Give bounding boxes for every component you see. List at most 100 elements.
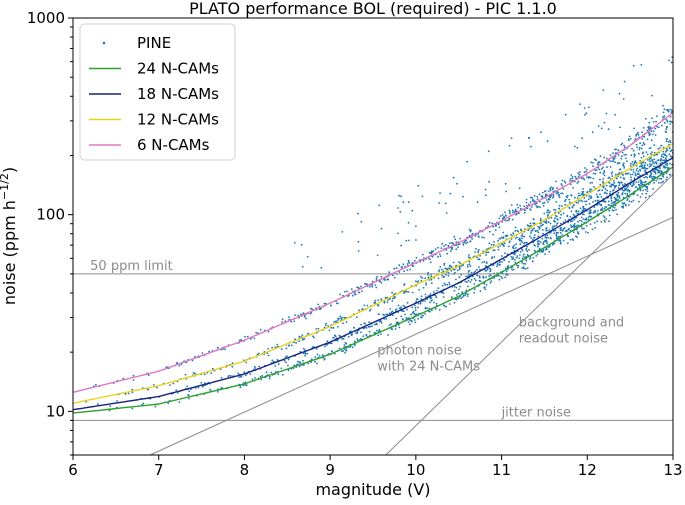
scatter-outlier (407, 201, 410, 204)
scatter-outlier (320, 266, 323, 269)
scatter-point (507, 265, 510, 267)
scatter-point (617, 149, 620, 152)
scatter-point (560, 226, 562, 229)
scatter-point (529, 222, 532, 225)
scatter-point (492, 243, 495, 246)
scatter-point (627, 204, 630, 206)
scatter-point (374, 302, 377, 304)
scatter-point (542, 223, 544, 226)
scatter-point (389, 298, 391, 300)
scatter-point (668, 153, 671, 156)
scatter-point (503, 245, 505, 248)
scatter-point (167, 402, 170, 405)
scatter-point (345, 349, 347, 352)
scatter-point (656, 115, 658, 117)
scatter-point (666, 162, 669, 165)
scatter-point (216, 346, 219, 349)
scatter-point (376, 275, 378, 278)
scatter-point (386, 313, 389, 316)
scatter-point (521, 248, 523, 251)
scatter-point (420, 316, 423, 319)
scatter-point (624, 173, 627, 175)
scatter-point (603, 171, 606, 174)
scatter-point (557, 239, 560, 242)
scatter-outlier (605, 112, 608, 115)
x-tick-label: 10 (406, 461, 425, 479)
scatter-point (648, 121, 651, 124)
scatter-point (535, 205, 538, 207)
scatter-point (664, 151, 667, 153)
scatter-point (429, 258, 431, 261)
scatter-point (572, 239, 574, 242)
scatter-point (318, 354, 321, 357)
scatter-point (437, 277, 440, 280)
scatter-point (629, 137, 632, 140)
scatter-point (430, 278, 433, 281)
scatter-point (389, 308, 392, 310)
scatter-point (555, 237, 558, 240)
scatter-point (666, 176, 668, 179)
scatter-point (589, 182, 592, 184)
scatter-point (536, 229, 539, 232)
scatter-point (402, 304, 405, 307)
scatter-point (457, 243, 460, 246)
scatter-point (572, 231, 575, 234)
scatter-point (665, 155, 668, 157)
scatter-point (405, 316, 408, 319)
scatter-outlier (397, 232, 399, 235)
scatter-point (466, 295, 469, 297)
scatter-point (587, 216, 590, 218)
scatter-point (360, 323, 362, 326)
scatter-point (437, 246, 439, 249)
scatter-point (560, 222, 562, 225)
scatter-point (577, 202, 579, 204)
scatter-point (517, 266, 519, 269)
scatter-point (536, 195, 539, 198)
scatter-point (407, 291, 410, 293)
scatter-point (574, 175, 576, 178)
scatter-point (561, 234, 563, 236)
scatter-point (324, 345, 326, 348)
scatter-point (529, 201, 532, 204)
photon-noise-label: photon noise with 24 N-CAMs (377, 343, 480, 374)
scatter-point (434, 248, 437, 251)
scatter-point (429, 293, 432, 295)
scatter-point (418, 288, 420, 291)
scatter-point (559, 231, 562, 234)
scatter-point (546, 234, 549, 237)
scatter-point (467, 285, 469, 288)
scatter-point (208, 350, 211, 353)
scatter-point (528, 249, 530, 251)
scatter-point (441, 268, 443, 271)
scatter-point (589, 197, 592, 199)
scatter-point (231, 362, 234, 364)
scatter-point (552, 196, 554, 199)
scatter-point (539, 222, 542, 225)
scatter-point (458, 268, 461, 271)
scatter-point (610, 199, 613, 202)
scatter-point (377, 304, 380, 307)
scatter-point (570, 226, 573, 228)
scatter-point (626, 160, 628, 163)
scatter-point (478, 258, 481, 261)
scatter-point (585, 218, 588, 221)
legend-label: 6 N-CAMs (137, 136, 210, 154)
scatter-point (406, 301, 409, 304)
scatter-point (303, 364, 305, 366)
scatter-point (606, 192, 608, 195)
scatter-point (323, 302, 326, 305)
scatter-point (493, 249, 496, 252)
scatter-point (350, 288, 353, 290)
scatter-point (592, 165, 594, 168)
scatter-point (285, 347, 288, 350)
scatter-point (364, 282, 366, 285)
scatter-point (583, 197, 586, 199)
scatter-point (454, 271, 456, 274)
scatter-point (630, 169, 632, 171)
scatter-point (483, 287, 485, 289)
scatter-point (464, 294, 467, 296)
scatter-point (442, 292, 445, 294)
scatter-outlier (600, 127, 603, 130)
scatter-point (544, 240, 547, 243)
scatter-point (420, 275, 422, 278)
